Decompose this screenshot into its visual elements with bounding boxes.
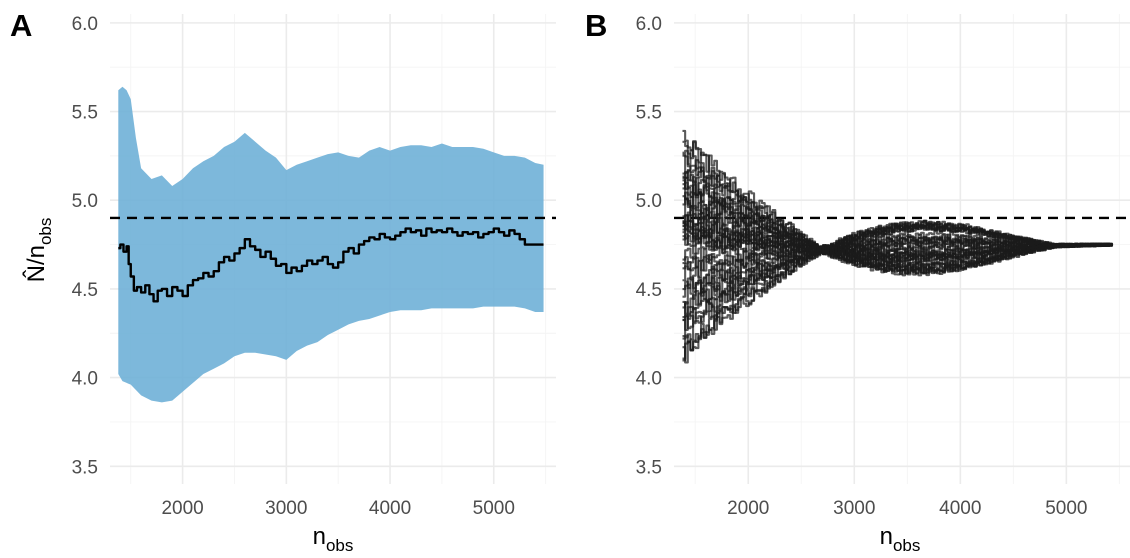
panel-a-y-tick-label: 3.5 <box>72 457 98 478</box>
panel-a-tick-labels: 2000 3000 4000 5000 3.5 4.0 4.5 5.0 5.5 6.0 <box>72 14 515 519</box>
panel-b-y-tick-label: 4.0 <box>636 369 662 390</box>
panel-a-ribbon-layer <box>118 86 544 403</box>
panel-a: 2000 3000 4000 5000 3.5 4.0 4.5 5.0 5.5 6.0 A nob… <box>10 8 556 555</box>
panel-a-y-tick-label: 6.0 <box>72 14 98 35</box>
panel-a-estimate-line <box>118 227 544 303</box>
panel-a-confidence-ribbon <box>118 86 544 403</box>
panel-b-y-tick-label: 5.0 <box>636 191 662 212</box>
panel-a-x-tick-label: 5000 <box>473 498 515 519</box>
panel-b-y-tick-label: 6.0 <box>636 14 662 35</box>
panel-b-trajectory-line <box>682 171 1114 253</box>
panel-a-x-axis-title: nobs <box>313 523 354 553</box>
panel-b-trajectory-line <box>682 214 1114 276</box>
panel-a-y-tick-label: 5.5 <box>72 103 98 124</box>
panel-a-line-layer <box>118 227 544 303</box>
panel-b-x-tick-label: 5000 <box>1045 498 1087 519</box>
panel-b-tag: B <box>585 8 607 43</box>
panel-a-y-tick-label: 5.0 <box>72 191 98 212</box>
panel-a-x-tick-label: 3000 <box>265 498 307 519</box>
panel-a-x-tick-label: 2000 <box>161 498 203 519</box>
panel-b-x-tick-label: 2000 <box>727 498 769 519</box>
panel-a-y-tick-label: 4.5 <box>72 280 98 301</box>
panel-b-y-tick-label: 4.5 <box>636 280 662 301</box>
panel-b-y-tick-label: 3.5 <box>636 457 662 478</box>
panel-a-x-tick-label: 4000 <box>369 498 411 519</box>
panel-b-x-tick-label: 4000 <box>939 498 981 519</box>
panel-b-x-tick-label: 3000 <box>833 498 875 519</box>
panel-b-tick-labels: 2000 3000 4000 5000 3.5 4.0 4.5 5.0 5.5 6.0 <box>636 14 1088 519</box>
panel-b-y-tick-label: 5.5 <box>636 103 662 124</box>
panel-b-x-axis-title: nobs <box>880 523 921 553</box>
panel-a-y-tick-label: 4.0 <box>72 369 98 390</box>
panel-b: 2000 3000 4000 5000 3.5 4.0 4.5 5.0 5.5 6.0 B nob… <box>585 8 1130 555</box>
panel-a-y-axis-title: N̂/nobs <box>22 218 55 283</box>
panel-b-line-layer <box>682 129 1114 364</box>
panel-a-tag: A <box>10 8 32 43</box>
